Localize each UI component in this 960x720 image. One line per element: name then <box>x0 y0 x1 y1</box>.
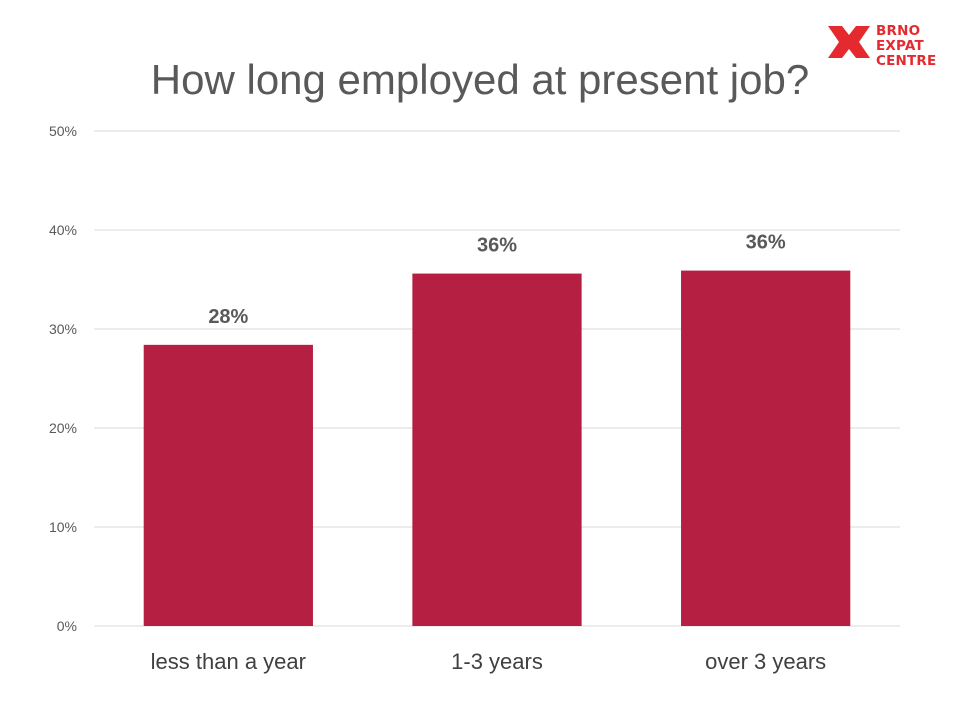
brno-expat-centre-logo: BRNO EXPAT CENTRE <box>828 22 948 74</box>
logo-line-2: EXPAT <box>876 38 924 54</box>
chart-title: How long employed at present job? <box>150 56 810 103</box>
y-tick-label: 30% <box>49 321 77 337</box>
logo-mark-icon <box>828 26 870 58</box>
y-tick-label: 40% <box>49 222 77 238</box>
y-tick-label: 50% <box>49 123 77 139</box>
bar <box>412 273 582 626</box>
data-label: 36% <box>477 235 517 257</box>
bar <box>681 270 851 626</box>
x-axis-labels: less than a year 1-3 years over 3 years <box>151 649 827 674</box>
data-labels: 28% 36% 36% <box>208 232 786 328</box>
x-category-label: 1-3 years <box>451 649 543 674</box>
logo-line-3: CENTRE <box>876 53 937 69</box>
y-axis-ticks: 0% 10% 20% 30% 40% 50% <box>49 123 77 634</box>
x-category-label: less than a year <box>151 649 306 674</box>
logo-text: BRNO EXPAT CENTRE <box>876 24 936 69</box>
x-category-label: over 3 years <box>705 649 826 674</box>
y-tick-label: 10% <box>49 519 77 535</box>
bars <box>143 270 851 626</box>
data-label: 36% <box>746 232 786 254</box>
y-tick-label: 20% <box>49 420 77 436</box>
bar <box>143 344 313 626</box>
logo-line-1: BRNO <box>876 23 921 39</box>
data-label: 28% <box>208 306 248 328</box>
y-tick-label: 0% <box>57 618 77 634</box>
